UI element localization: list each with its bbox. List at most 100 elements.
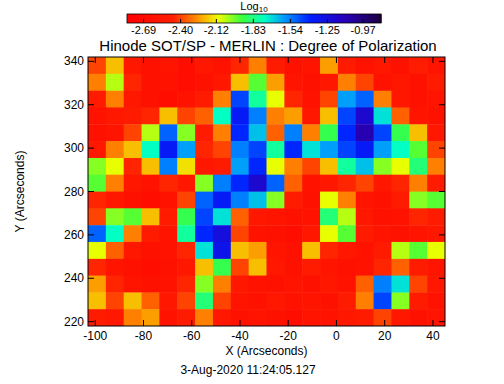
heatmap-cell <box>356 74 374 91</box>
heatmap-cell <box>177 276 195 293</box>
x-tick-label: -100 <box>83 329 107 343</box>
chart: -100-80-60-40-20020402202402602803003203… <box>0 0 504 384</box>
heatmap-cell <box>231 225 249 242</box>
heatmap-cell <box>231 141 249 158</box>
heatmap-cell <box>374 208 392 225</box>
heatmap-cell <box>195 74 213 91</box>
heatmap-cell <box>231 91 249 108</box>
heatmap-cell <box>427 259 445 276</box>
heatmap-cell <box>284 124 302 141</box>
colorbar-tick <box>327 19 328 23</box>
heatmap-cell <box>213 141 231 158</box>
heatmap-cell <box>106 259 124 276</box>
heatmap-cell <box>267 57 285 74</box>
heatmap-cell <box>213 276 231 293</box>
heatmap-cell <box>338 124 356 141</box>
heatmap-cell <box>142 107 160 124</box>
heatmap-cell <box>88 242 106 259</box>
heatmap-cell <box>409 124 427 141</box>
colorbar-tick-label: -1.83 <box>241 24 266 36</box>
heatmap-cell <box>106 276 124 293</box>
heatmap-cell <box>356 192 374 209</box>
heatmap-cell <box>177 141 195 158</box>
heatmap-cell <box>177 124 195 141</box>
heatmap-cell <box>213 259 231 276</box>
heatmap-cell <box>391 91 409 108</box>
heatmap-cell <box>177 91 195 108</box>
heatmap-cell <box>249 91 267 108</box>
heatmap-cell <box>320 309 338 326</box>
heatmap-cell <box>267 91 285 108</box>
heatmap-cell <box>213 175 231 192</box>
heatmap-cell <box>302 259 320 276</box>
heatmap-cell <box>106 242 124 259</box>
x-tick <box>143 320 144 326</box>
heatmap-cell <box>142 242 160 259</box>
heatmap-cell <box>302 276 320 293</box>
x-tick-label: 0 <box>333 329 340 343</box>
heatmap-cell <box>320 208 338 225</box>
heatmap-cell <box>231 124 249 141</box>
heatmap-cell <box>267 276 285 293</box>
y-tick-label: 260 <box>64 228 84 242</box>
heatmap-cell <box>284 242 302 259</box>
heatmap-cell <box>374 242 392 259</box>
heatmap-cell <box>427 208 445 225</box>
heatmap-cell <box>106 192 124 209</box>
heatmap-cell <box>374 225 392 242</box>
heatmap-cell <box>391 141 409 158</box>
heatmap-cell <box>124 208 142 225</box>
heatmap-cell <box>195 276 213 293</box>
x-tick-label: -20 <box>280 329 298 343</box>
heatmap-cell <box>88 107 106 124</box>
heatmap-cell <box>284 74 302 91</box>
heatmap-cell <box>124 107 142 124</box>
heatmap-cell <box>88 175 106 192</box>
heatmap-cell <box>88 309 106 326</box>
heatmap-cell <box>88 57 106 74</box>
heatmap-cell <box>391 175 409 192</box>
heatmap-cell <box>356 57 374 74</box>
heatmap-cell <box>177 158 195 175</box>
heatmap-cell <box>195 309 213 326</box>
heatmap-cell <box>356 158 374 175</box>
heatmap-cell <box>106 309 124 326</box>
heatmap-cell <box>356 141 374 158</box>
heatmap-cell <box>142 74 160 91</box>
heatmap-cell <box>427 276 445 293</box>
heatmap-cell <box>338 276 356 293</box>
heatmap-cell <box>302 242 320 259</box>
heatmap-cell <box>249 107 267 124</box>
heatmap-cell <box>249 292 267 309</box>
heatmap-cell <box>124 124 142 141</box>
heatmap-cell <box>195 175 213 192</box>
colorbar-label-main: Log <box>240 0 258 12</box>
heatmap-cell <box>391 292 409 309</box>
x-tick-label: -80 <box>135 329 153 343</box>
heatmap-cell <box>391 57 409 74</box>
heatmap-cell <box>213 74 231 91</box>
heatmap-cell <box>106 175 124 192</box>
heatmap-cell <box>124 276 142 293</box>
heatmap-cell <box>267 309 285 326</box>
heatmap-cell <box>284 276 302 293</box>
heatmap-cell <box>356 259 374 276</box>
heatmap-cell <box>409 192 427 209</box>
heatmap-cell <box>195 192 213 209</box>
heatmap-cell <box>142 91 160 108</box>
heatmap-cell <box>267 107 285 124</box>
heatmap-cell <box>374 276 392 293</box>
heatmap-cell <box>267 242 285 259</box>
heatmap-cell <box>231 74 249 91</box>
heatmap-cell <box>231 107 249 124</box>
heatmap-cell <box>391 225 409 242</box>
heatmap-cell <box>284 259 302 276</box>
heatmap-cell <box>320 124 338 141</box>
heatmap-cell <box>409 309 427 326</box>
y-tick <box>439 321 445 322</box>
heatmap-cell <box>338 107 356 124</box>
heatmap-cell <box>356 124 374 141</box>
heatmap-cell <box>177 259 195 276</box>
heatmap-cell <box>159 242 177 259</box>
heatmap-cell <box>124 91 142 108</box>
